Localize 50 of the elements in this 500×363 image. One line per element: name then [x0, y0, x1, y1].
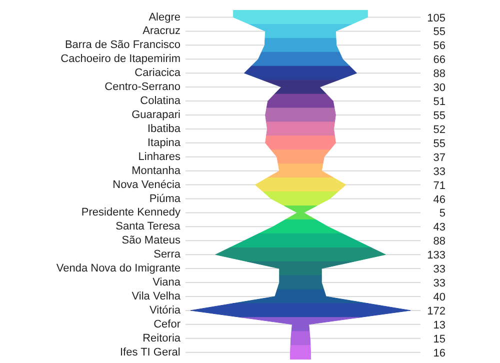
category-label: Reitoria: [142, 332, 182, 344]
category-label: Santa Teresa: [116, 220, 182, 233]
data-label: 15: [433, 333, 446, 346]
category-label: São Mateus: [122, 234, 181, 247]
category-label: Guarapari: [132, 108, 181, 121]
category-label: Nova Venécia: [112, 178, 182, 191]
data-label: 55: [433, 26, 446, 38]
category-label: Linhares: [138, 150, 181, 163]
data-label: 16: [433, 347, 446, 360]
category-label: Venda Nova do Imigrante: [56, 262, 181, 275]
category-label: Barra de São Francisco: [64, 39, 181, 52]
data-label: 40: [433, 291, 446, 304]
data-label: 55: [433, 138, 446, 150]
data-label: 37: [433, 152, 446, 164]
data-label: 52: [433, 124, 446, 136]
category-label: Presidente Kennedy: [81, 206, 181, 219]
data-label: 66: [433, 54, 446, 66]
category-label: Serra: [154, 248, 182, 261]
category-label: Montanha: [132, 164, 182, 177]
data-label: 46: [433, 194, 446, 206]
data-label: 56: [433, 40, 446, 52]
data-label: 88: [433, 68, 446, 80]
data-label: 5: [439, 208, 446, 220]
category-label: Vitória: [150, 304, 182, 316]
data-label: 33: [433, 166, 446, 178]
data-label: 30: [433, 82, 446, 94]
category-label: Viana: [152, 276, 182, 289]
category-label: Ifes TI Geral: [120, 346, 180, 358]
category-label: Aracruz: [142, 25, 181, 38]
category-label: Itapina: [147, 136, 182, 149]
category-label: Alegre: [148, 11, 180, 24]
data-label: 71: [433, 180, 446, 192]
category-label: Piúma: [149, 192, 182, 205]
category-label: Cefor: [154, 318, 181, 330]
category-label: Vila Velha: [132, 290, 182, 302]
category-label: Colatina: [140, 95, 182, 108]
data-label: 51: [433, 96, 446, 108]
data-label: 88: [433, 236, 446, 248]
data-label: 133: [427, 250, 446, 262]
data-label: 33: [433, 278, 446, 290]
category-label: Cariacica: [134, 67, 182, 80]
category-label: Cachoeiro de Itapemirim: [60, 53, 181, 66]
data-label: 43: [433, 222, 446, 234]
data-label: 33: [433, 264, 446, 276]
category-label: Centro-Serrano: [104, 81, 181, 94]
data-label: 105: [427, 12, 446, 24]
data-label: 13: [433, 319, 446, 332]
data-label: 55: [433, 110, 446, 122]
category-label: Ibatiba: [147, 122, 182, 135]
data-label: 172: [427, 305, 446, 318]
